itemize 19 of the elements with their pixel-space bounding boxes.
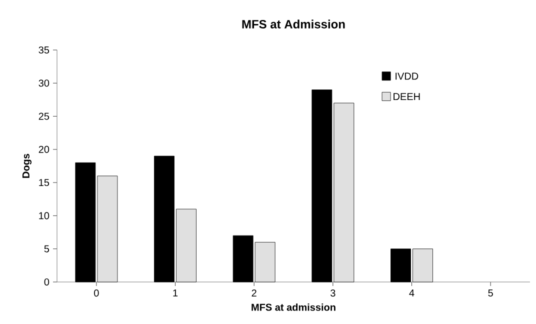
y-tick-label: 25 xyxy=(38,112,50,120)
y-axis-title: Dogs xyxy=(22,154,32,178)
legend-label: DEEH xyxy=(394,93,420,100)
x-tick-label: 0 xyxy=(94,290,99,297)
y-tick-label: 30 xyxy=(38,80,50,87)
y-tick-label: 35 xyxy=(38,46,50,54)
legend-label: IVDD xyxy=(396,72,418,80)
chart-title: MFS at Admission xyxy=(242,20,345,28)
y-tick-label: 15 xyxy=(39,179,50,186)
y-tick-label: 0 xyxy=(44,278,50,286)
x-tick-label: 2 xyxy=(252,290,256,296)
y-tick-label: 5 xyxy=(44,245,50,252)
y-tick-label: 20 xyxy=(38,146,50,153)
x-tick-label: 5 xyxy=(488,290,493,296)
x-axis-title: MFS at admission xyxy=(252,303,336,311)
y-tick-label: 10 xyxy=(39,212,50,220)
x-tick-label: 3 xyxy=(330,290,336,297)
x-tick-label: 4 xyxy=(409,290,414,296)
x-tick-label: 1 xyxy=(173,290,178,296)
